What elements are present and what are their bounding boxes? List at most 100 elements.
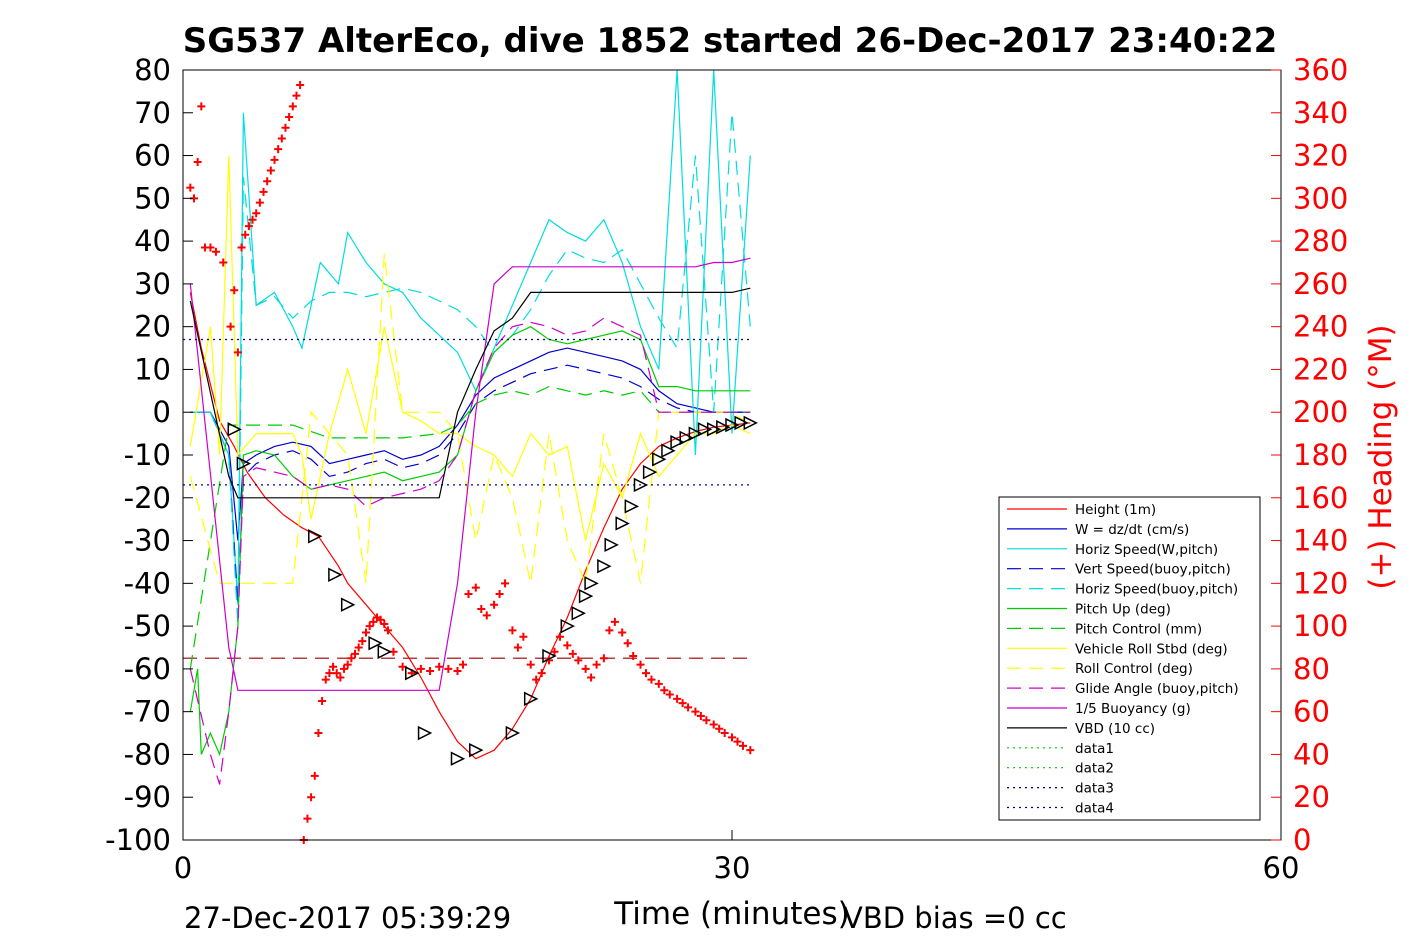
right-tick-label: 140	[1293, 524, 1348, 558]
heading-point	[738, 741, 747, 750]
dive-marker	[697, 422, 713, 437]
heading-point	[336, 673, 345, 682]
left-tick-label: -10	[124, 438, 171, 472]
right-axis-label: (+) Heading (°M)	[1363, 324, 1399, 589]
heading-point	[263, 177, 272, 186]
heading-point	[186, 183, 195, 192]
heading-point	[292, 91, 301, 100]
series-line-2	[190, 69, 751, 605]
left-tick-label: 0	[153, 395, 171, 429]
heading-point	[314, 729, 323, 738]
left-tick-label: 40	[134, 224, 171, 258]
series-line-10	[189, 257, 751, 691]
dive-marker	[604, 537, 619, 553]
left-tick-label: -70	[124, 695, 171, 729]
dive-marker	[523, 691, 539, 707]
dive-marker	[578, 588, 594, 604]
x-tick-label: 30	[714, 851, 751, 885]
heading-point	[426, 667, 435, 676]
dive-marker	[417, 725, 433, 741]
right-tick-label: 260	[1293, 267, 1348, 301]
x-axis-label: Time (minutes)	[613, 896, 849, 932]
heading-point	[321, 675, 330, 684]
legend: Height (1m) W = dz/dt (cm/s) Horiz Speed(W…	[998, 496, 1261, 821]
right-tick-label: 300	[1293, 181, 1348, 215]
heading-point	[376, 615, 385, 624]
heading-point	[513, 643, 522, 652]
footer-timestamp: 27-Dec-2017 05:39:29	[184, 901, 511, 935]
left-tick-label: 10	[134, 352, 171, 386]
heading-point	[281, 123, 290, 132]
heading-point	[354, 643, 363, 652]
heading-point	[495, 590, 504, 599]
heading-point	[605, 626, 614, 635]
heading-point	[435, 662, 444, 671]
right-tick-label: 100	[1293, 609, 1348, 643]
heading-point	[482, 611, 491, 620]
dive-marker	[679, 430, 694, 446]
x-tick-label: 60	[1263, 851, 1300, 885]
heading-point	[211, 247, 220, 256]
right-tick-label: 240	[1293, 310, 1348, 344]
heading-point	[241, 230, 250, 239]
dive-marker	[597, 559, 612, 574]
heading-point	[592, 660, 601, 669]
dive-marker	[340, 597, 356, 612]
heading-point	[696, 711, 705, 720]
heading-layer	[186, 80, 755, 844]
heading-point	[550, 647, 559, 656]
heading-point	[720, 729, 729, 738]
heading-point	[702, 716, 711, 725]
heading-point	[296, 80, 305, 89]
heading-point	[248, 215, 257, 224]
left-tick-label: -40	[124, 566, 171, 600]
left-tick-label: -60	[124, 652, 171, 686]
series-line-7	[189, 155, 751, 541]
heading-point	[599, 654, 608, 663]
dive-marker	[642, 464, 658, 480]
legend-label: Horiz Speed(buoy,pitch)	[1075, 582, 1238, 598]
dive-marker	[661, 443, 676, 458]
heading-point	[416, 664, 425, 673]
legend-label: VBD (10 cc)	[1075, 721, 1155, 737]
left-tick-label: -80	[124, 737, 171, 771]
right-tick-label: 80	[1293, 652, 1330, 686]
heading-point	[230, 286, 239, 295]
heading-point	[629, 652, 638, 661]
dive-marker	[743, 415, 758, 431]
heading-point	[383, 626, 392, 635]
dive-marker	[308, 529, 323, 544]
heading-point	[252, 209, 261, 218]
heading-point	[519, 632, 528, 641]
dive-marker	[615, 516, 630, 531]
heading-point	[197, 102, 206, 111]
heading-point	[508, 626, 517, 635]
dive-marker	[469, 742, 484, 758]
dive-marker	[505, 725, 521, 741]
heading-point	[362, 628, 370, 637]
heading-point	[365, 622, 374, 631]
legend-label: data1	[1075, 741, 1114, 757]
legend-label: Horiz Speed(W,pitch)	[1075, 542, 1218, 558]
footer-vbd-bias: VBD bias =0 cc	[843, 901, 1067, 935]
dive-marker	[571, 606, 586, 621]
dive-marker	[725, 417, 740, 433]
dive-marker	[368, 636, 383, 651]
heading-point	[307, 793, 316, 802]
heading-point	[555, 632, 564, 641]
dive-marker	[624, 499, 640, 514]
heading-point	[219, 258, 228, 267]
heading-point	[641, 669, 650, 678]
dive-marker	[560, 618, 575, 634]
legend-label: data2	[1075, 761, 1114, 777]
left-tick-label: 60	[134, 139, 171, 173]
legend-label: Height (1m)	[1075, 502, 1156, 518]
heading-point	[654, 679, 663, 688]
heading-point	[270, 155, 279, 164]
right-axis: 3603403203002802602402202001801601401201…	[1271, 53, 1348, 857]
right-tick-label: 120	[1293, 566, 1348, 600]
dive-marker	[734, 415, 749, 431]
heading-point	[618, 628, 627, 637]
heading-point	[610, 617, 619, 626]
heading-point	[678, 699, 687, 708]
